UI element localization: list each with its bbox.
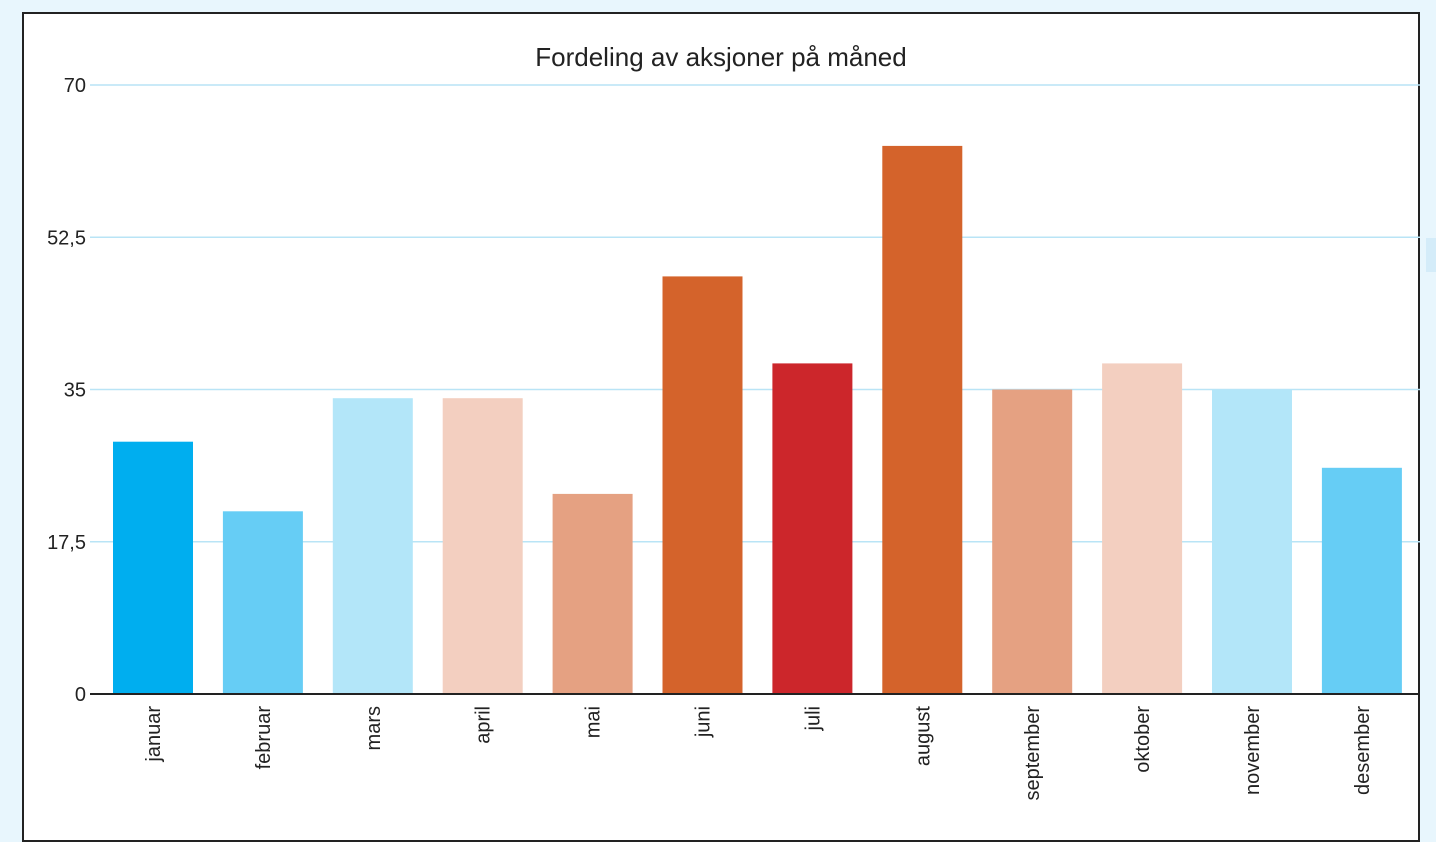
x-tick-label-desember: desember — [1352, 706, 1374, 795]
x-tick-label-mai: mai — [583, 706, 605, 738]
bar-januar — [113, 441, 193, 694]
x-tick-label-juni: juni — [693, 706, 715, 738]
grid-lines — [90, 84, 1420, 543]
bar-mars — [332, 398, 413, 694]
bar-august — [882, 145, 963, 694]
bar-juni — [662, 276, 743, 694]
bar-mai — [552, 493, 633, 694]
y-tick-label: 70 — [64, 75, 86, 97]
y-tick-label: 35 — [64, 380, 86, 402]
x-tick-label-april: april — [473, 706, 495, 744]
x-tick-label-februar: februar — [253, 706, 275, 770]
x-tick-label-mars: mars — [363, 706, 385, 750]
x-tick-label-oktober: oktober — [1132, 706, 1154, 773]
x-axis: januar februar mars april mai juni juli august s… — [143, 706, 1374, 801]
chart-title: Fordeling av aksjoner på måned — [535, 42, 906, 72]
x-tick-label-januar: januar — [143, 706, 165, 763]
y-tick-label: 0 — [75, 684, 86, 706]
bar-april — [442, 398, 523, 694]
x-tick-label-september: september — [1022, 706, 1044, 801]
y-tick-label: 17,5 — [47, 532, 86, 554]
bars — [113, 145, 1402, 694]
bar-november — [1212, 389, 1292, 694]
side-tab — [1426, 238, 1436, 272]
y-axis: 0 17,5 35 52,5 70 — [47, 75, 86, 706]
bar-februar — [222, 511, 303, 694]
bar-desember — [1321, 467, 1402, 694]
y-tick-label: 52,5 — [47, 227, 86, 249]
bar-september — [992, 389, 1073, 694]
bar-juli — [772, 363, 853, 694]
x-tick-label-november: november — [1242, 706, 1264, 795]
x-tick-label-august: august — [912, 706, 934, 766]
bar-oktober — [1102, 363, 1183, 694]
x-tick-label-juli: juli — [802, 706, 824, 731]
